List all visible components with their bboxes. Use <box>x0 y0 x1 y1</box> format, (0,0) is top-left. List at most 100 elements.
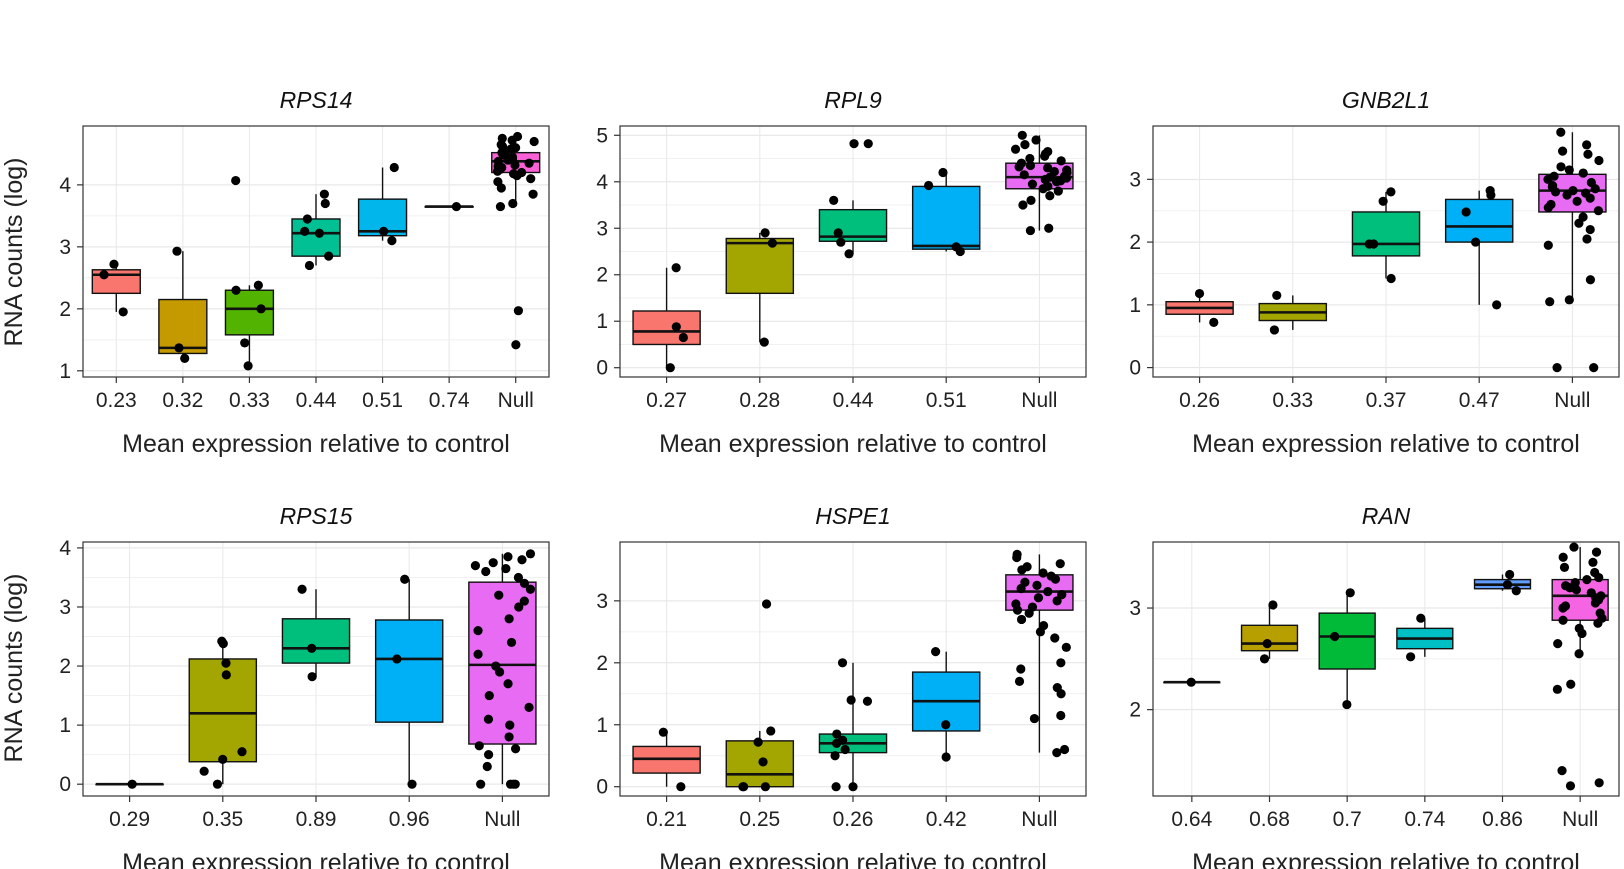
data-point <box>1062 165 1072 175</box>
x-tick-label: 0.89 <box>296 808 337 831</box>
y-tick-label: 0 <box>596 357 608 380</box>
x-axis-label: Mean expression relative to control <box>122 430 510 458</box>
panel-rpl9: 0 1 2 3 4 5 0.27 0.28 0.44 0.51 Null RPL9 Mean expre… <box>596 87 1087 458</box>
x-axis-label: Mean expression relative to control <box>1192 849 1580 869</box>
data-point <box>1330 631 1340 642</box>
data-point <box>1586 177 1596 188</box>
data-point <box>473 626 483 636</box>
data-point <box>665 363 675 373</box>
data-point <box>1471 237 1481 247</box>
x-tick-label: 0.25 <box>739 808 780 831</box>
box-0.44 <box>291 218 341 257</box>
data-point <box>1019 170 1029 180</box>
x-tick-label: 0.23 <box>96 389 137 412</box>
data-point <box>99 270 109 280</box>
data-point <box>221 658 231 668</box>
data-point <box>387 236 397 246</box>
data-point <box>938 167 948 178</box>
data-point <box>753 737 763 747</box>
data-point <box>507 152 518 162</box>
x-tick-label: 0.42 <box>926 808 967 831</box>
data-point <box>924 180 934 191</box>
data-point <box>1017 130 1027 140</box>
data-point <box>217 636 227 646</box>
data-point <box>1564 295 1574 305</box>
box-0.89 <box>281 618 351 664</box>
data-point <box>174 343 184 353</box>
data-point <box>514 602 524 612</box>
panel-title: RPS15 <box>280 503 353 529</box>
data-point <box>314 228 324 238</box>
data-point <box>761 599 772 609</box>
box-Null <box>468 581 537 745</box>
data-point <box>481 566 491 577</box>
data-point <box>1056 156 1066 166</box>
data-point <box>1046 571 1056 581</box>
y-tick-label: 1 <box>1129 294 1141 317</box>
data-point <box>1011 599 1021 609</box>
x-axis-label: Mean expression relative to control <box>659 430 1047 458</box>
data-point <box>833 228 843 238</box>
data-point <box>1566 679 1576 689</box>
x-tick-label: 0.26 <box>1179 389 1220 412</box>
data-point <box>1546 199 1556 210</box>
data-point <box>1059 744 1070 755</box>
data-point <box>1568 186 1578 196</box>
data-point <box>1038 621 1049 631</box>
data-point <box>484 690 494 701</box>
data-point <box>508 198 518 209</box>
x-tick-label: 0.44 <box>833 389 874 412</box>
y-tick-label: 2 <box>1129 231 1141 254</box>
data-point <box>1020 139 1030 150</box>
data-point <box>513 306 523 316</box>
x-tick-label: 0.51 <box>926 389 967 412</box>
x-tick-label: 0.51 <box>362 389 403 412</box>
data-point <box>1186 677 1196 687</box>
data-point <box>529 136 539 147</box>
data-point <box>1016 664 1026 674</box>
data-point <box>493 156 503 166</box>
panel-rps14: 1 2 3 4 0.23 0.32 0.33 0.44 0.51 0.74 Null RPS14 Mea… <box>59 87 550 458</box>
x-axis-label: Mean expression relative to control <box>659 849 1047 869</box>
data-point <box>671 263 681 273</box>
data-point <box>1053 186 1063 196</box>
data-point <box>1369 239 1379 249</box>
data-point <box>1378 196 1388 206</box>
data-point <box>1027 179 1038 189</box>
data-point <box>1012 549 1022 559</box>
plot-border <box>1152 125 1620 378</box>
data-point <box>1564 165 1574 175</box>
panel-title: RPS14 <box>280 87 353 113</box>
x-tick-label: 0.33 <box>229 389 270 412</box>
data-point <box>451 201 462 212</box>
box-0.51 <box>911 185 981 250</box>
y-tick-label: 3 <box>59 596 71 619</box>
data-point <box>493 177 503 187</box>
data-point <box>407 779 417 789</box>
data-point <box>766 726 776 736</box>
data-point <box>513 572 524 583</box>
data-point <box>302 214 312 224</box>
data-point <box>1589 362 1599 373</box>
data-point <box>231 175 241 186</box>
data-point <box>256 304 266 314</box>
y-axis-label-bottom: RNA counts (log) <box>0 574 28 763</box>
x-tick-label: 0.64 <box>1171 808 1212 831</box>
data-point <box>1050 633 1060 643</box>
data-point <box>846 695 856 705</box>
data-point <box>1594 778 1604 788</box>
data-point <box>524 158 534 168</box>
data-point <box>1559 562 1570 573</box>
x-axis-label: Mean expression relative to control <box>122 849 510 869</box>
data-point <box>1574 623 1584 633</box>
data-point <box>1557 146 1568 156</box>
data-point <box>1591 547 1602 557</box>
data-point <box>1582 140 1592 150</box>
data-point <box>767 238 777 248</box>
data-point <box>1020 577 1030 587</box>
data-point <box>400 574 410 584</box>
y-tick-label: 3 <box>596 217 608 240</box>
data-point <box>1043 146 1053 157</box>
x-tick-label: 0.26 <box>833 808 874 831</box>
